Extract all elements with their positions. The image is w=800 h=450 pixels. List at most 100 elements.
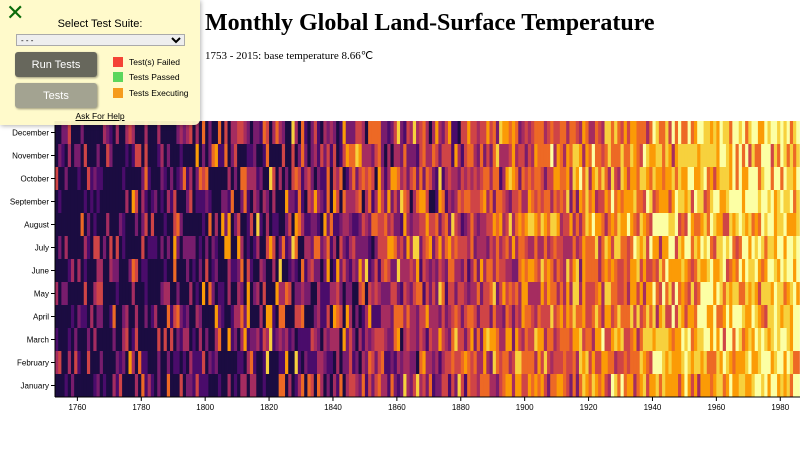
heatmap-cell[interactable] (275, 144, 280, 167)
heatmap-cell[interactable] (470, 213, 474, 236)
heatmap-cell[interactable] (74, 236, 78, 259)
heatmap-cell[interactable] (652, 351, 657, 374)
heatmap-cell[interactable] (233, 328, 238, 351)
heatmap-cell[interactable] (457, 374, 462, 397)
heatmap-cell[interactable] (157, 190, 161, 213)
heatmap-cell[interactable] (342, 351, 347, 374)
heatmap-cell[interactable] (278, 374, 283, 397)
heatmap-cell[interactable] (709, 305, 714, 328)
heatmap-cell[interactable] (556, 374, 561, 397)
heatmap-cell[interactable] (348, 351, 353, 374)
heatmap-cell[interactable] (112, 305, 117, 328)
heatmap-cell[interactable] (598, 167, 602, 190)
heatmap-cell[interactable] (483, 374, 487, 397)
heatmap-cell[interactable] (67, 190, 72, 213)
heatmap-cell[interactable] (345, 144, 350, 167)
heatmap-cell[interactable] (246, 374, 251, 397)
heatmap-cell[interactable] (547, 305, 551, 328)
heatmap-cell[interactable] (780, 144, 784, 167)
heatmap-cell[interactable] (658, 190, 663, 213)
heatmap-cell[interactable] (741, 144, 746, 167)
heatmap-cell[interactable] (211, 259, 216, 282)
heatmap-cell[interactable] (355, 213, 359, 236)
heatmap-cell[interactable] (102, 167, 107, 190)
heatmap-cell[interactable] (773, 374, 778, 397)
heatmap-cell[interactable] (163, 236, 168, 259)
heatmap-cell[interactable] (285, 167, 289, 190)
heatmap-cell[interactable] (278, 328, 283, 351)
heatmap-cell[interactable] (326, 144, 331, 167)
heatmap-cell[interactable] (684, 351, 689, 374)
heatmap-cell[interactable] (655, 282, 660, 305)
heatmap-cell[interactable] (741, 328, 746, 351)
heatmap-cell[interactable] (326, 121, 331, 144)
heatmap-cell[interactable] (313, 167, 318, 190)
heatmap-cell[interactable] (371, 351, 375, 374)
heatmap-cell[interactable] (147, 167, 152, 190)
heatmap-cell[interactable] (764, 144, 768, 167)
heatmap-cell[interactable] (416, 236, 420, 259)
heatmap-cell[interactable] (566, 305, 570, 328)
heatmap-cell[interactable] (294, 351, 299, 374)
heatmap-cell[interactable] (610, 351, 615, 374)
heatmap-cell[interactable] (345, 190, 350, 213)
heatmap-cell[interactable] (227, 328, 232, 351)
heatmap-cell[interactable] (166, 328, 171, 351)
heatmap-cell[interactable] (157, 374, 161, 397)
heatmap-cell[interactable] (588, 328, 593, 351)
heatmap-cell[interactable] (665, 328, 669, 351)
heatmap-cell[interactable] (527, 374, 532, 397)
heatmap-cell[interactable] (588, 282, 593, 305)
heatmap-cell[interactable] (578, 213, 583, 236)
heatmap-cell[interactable] (508, 190, 513, 213)
heatmap-cell[interactable] (342, 282, 347, 305)
heatmap-cell[interactable] (237, 282, 241, 305)
heatmap-cell[interactable] (294, 328, 299, 351)
heatmap-cell[interactable] (524, 374, 529, 397)
heatmap-cell[interactable] (77, 144, 81, 167)
heatmap-cell[interactable] (543, 259, 548, 282)
heatmap-cell[interactable] (610, 259, 615, 282)
heatmap-cell[interactable] (348, 213, 353, 236)
heatmap-cell[interactable] (83, 305, 88, 328)
heatmap-cell[interactable] (515, 374, 519, 397)
heatmap-cell[interactable] (780, 351, 784, 374)
heatmap-cell[interactable] (786, 236, 791, 259)
heatmap-cell[interactable] (508, 121, 513, 144)
heatmap-cell[interactable] (237, 167, 241, 190)
heatmap-cell[interactable] (377, 121, 382, 144)
heatmap-cell[interactable] (713, 259, 717, 282)
heatmap-cell[interactable] (230, 305, 235, 328)
heatmap-cell[interactable] (732, 351, 736, 374)
heatmap-cell[interactable] (173, 121, 177, 144)
heatmap-cell[interactable] (703, 213, 708, 236)
heatmap-cell[interactable] (700, 374, 704, 397)
heatmap-cell[interactable] (540, 259, 545, 282)
heatmap-cell[interactable] (374, 144, 379, 167)
heatmap-cell[interactable] (601, 190, 605, 213)
heatmap-cell[interactable] (518, 351, 522, 374)
heatmap-cell[interactable] (447, 259, 452, 282)
heatmap-cell[interactable] (265, 259, 270, 282)
heatmap-cell[interactable] (233, 144, 238, 167)
heatmap-cell[interactable] (547, 167, 551, 190)
heatmap-cell[interactable] (249, 259, 254, 282)
heatmap-cell[interactable] (348, 144, 353, 167)
heatmap-cell[interactable] (237, 213, 241, 236)
heatmap-cell[interactable] (518, 328, 522, 351)
heatmap-cell[interactable] (534, 236, 538, 259)
heatmap-cell[interactable] (61, 259, 65, 282)
heatmap-cell[interactable] (655, 167, 660, 190)
heatmap-cell[interactable] (451, 236, 455, 259)
heatmap-cell[interactable] (754, 328, 759, 351)
heatmap-cell[interactable] (620, 328, 625, 351)
heatmap-cell[interactable] (537, 144, 542, 167)
heatmap-cell[interactable] (345, 236, 350, 259)
heatmap-cell[interactable] (403, 374, 407, 397)
heatmap-cell[interactable] (748, 144, 752, 167)
heatmap-cell[interactable] (777, 328, 781, 351)
heatmap-cell[interactable] (479, 282, 484, 305)
heatmap-cell[interactable] (192, 213, 196, 236)
heatmap-cell[interactable] (61, 190, 65, 213)
heatmap-cell[interactable] (438, 305, 442, 328)
